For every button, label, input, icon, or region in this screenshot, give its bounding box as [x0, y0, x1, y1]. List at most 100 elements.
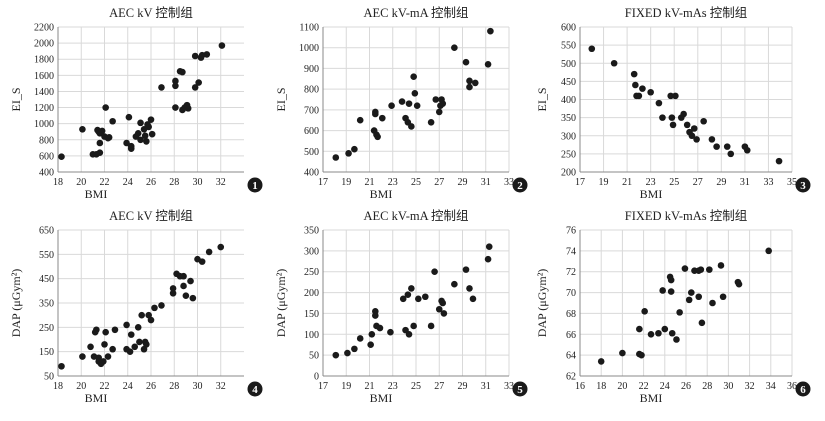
- data-point: [126, 348, 134, 355]
- data-point: [102, 328, 109, 336]
- data-point: [410, 73, 417, 81]
- data-point: [723, 143, 731, 150]
- data-point: [151, 304, 158, 312]
- data-point: [356, 335, 364, 342]
- scatter-chart-3: 200 250 300 350 400 450 500 550 600 17 19 21 23 25 27 2…: [535, 6, 811, 201]
- data-point: [435, 305, 443, 313]
- x-axis-label: BMI: [85, 187, 108, 201]
- y-tick-label: 600: [304, 126, 319, 137]
- y-tick-label: 550: [561, 41, 576, 52]
- y-tick-label: 1000: [299, 43, 319, 54]
- data-point: [143, 341, 150, 348]
- panel-number-text: 2: [517, 180, 523, 192]
- data-point: [100, 358, 107, 365]
- data-point: [709, 299, 716, 307]
- data-point: [706, 266, 713, 273]
- data-point: [127, 145, 135, 152]
- data-point: [180, 272, 187, 280]
- y-tick-label: 350: [39, 299, 54, 310]
- data-point: [667, 92, 674, 100]
- y-tick-label: 550: [39, 250, 54, 261]
- data-point: [147, 116, 155, 123]
- data-point: [344, 349, 351, 357]
- y-tick-label: 800: [304, 85, 319, 96]
- data-point: [145, 123, 152, 131]
- x-tick-label: 29: [458, 381, 468, 392]
- y-tick-label: 2000: [34, 39, 54, 50]
- y-tick-label: 62: [566, 372, 576, 383]
- y-tick-label: 50: [309, 351, 319, 362]
- y-tick-label: 200: [304, 288, 319, 299]
- data-point: [717, 262, 725, 269]
- x-tick-label: 27: [434, 177, 444, 188]
- data-point: [218, 42, 226, 49]
- y-tick-label: 250: [561, 149, 576, 160]
- y-tick-label: 1400: [34, 87, 54, 98]
- data-point: [87, 343, 94, 351]
- y-tick-label: 700: [304, 105, 319, 116]
- data-point: [105, 134, 113, 141]
- data-point: [141, 132, 149, 140]
- y-tick-label: 150: [39, 347, 54, 358]
- y-axis-label: DAP (μGym²): [274, 269, 288, 338]
- data-point: [668, 114, 676, 121]
- data-point: [123, 321, 130, 329]
- data-point: [466, 77, 473, 85]
- data-point: [408, 285, 415, 292]
- data-point: [134, 324, 142, 331]
- x-tick-label: 33: [504, 177, 514, 188]
- data-point: [727, 150, 735, 158]
- data-point: [179, 68, 186, 76]
- y-tick-label: 900: [304, 64, 319, 75]
- x-tick-label: 35: [787, 177, 797, 188]
- data-point: [439, 100, 447, 107]
- data-point: [332, 154, 340, 161]
- data-point: [184, 105, 192, 112]
- data-point: [659, 114, 666, 121]
- scatter-chart-5: 0 50 100 150 200 250 300 350 17 19 21 23 25 27 29 31 33 A…: [274, 209, 528, 405]
- x-tick-label: 24: [123, 381, 133, 392]
- y-tick-label: 350: [561, 113, 576, 124]
- data-point: [672, 92, 679, 100]
- y-tick-label: 0: [314, 372, 319, 383]
- y-tick-label: 68: [566, 309, 576, 320]
- data-point: [138, 311, 145, 319]
- data-point: [405, 100, 413, 107]
- data-point: [405, 330, 413, 338]
- data-point: [410, 322, 417, 330]
- y-tick-label: 800: [39, 135, 54, 146]
- x-tick-label: 28: [169, 177, 179, 188]
- data-point: [610, 59, 618, 67]
- data-point: [137, 136, 144, 144]
- chart-title: FIXED kV-mAs 控制组: [625, 209, 747, 223]
- data-point: [661, 325, 669, 333]
- data-point: [127, 331, 135, 338]
- data-point: [698, 319, 706, 327]
- data-point: [378, 114, 386, 122]
- data-point: [147, 316, 155, 324]
- data-point: [387, 328, 394, 336]
- x-tick-label: 29: [716, 177, 726, 188]
- y-tick-label: 1600: [34, 71, 54, 82]
- data-point: [647, 88, 654, 96]
- data-point: [376, 324, 384, 332]
- data-point: [636, 325, 643, 333]
- data-point: [58, 362, 65, 370]
- data-point: [111, 326, 119, 334]
- data-point: [131, 343, 139, 351]
- data-point: [427, 118, 435, 126]
- data-point: [123, 139, 130, 147]
- data-point: [109, 117, 116, 125]
- y-axis-label: EI_S: [535, 88, 549, 112]
- data-point: [680, 110, 687, 118]
- data-point: [432, 96, 440, 103]
- data-point: [191, 52, 199, 60]
- x-tick-label: 30: [193, 381, 203, 392]
- x-tick-label: 23: [388, 381, 398, 392]
- data-point: [422, 293, 429, 301]
- scatter-chart-2: 400 500 600 700 800 900 1000 1100 17 19 21 23 25 27 29…: [274, 6, 528, 201]
- data-point: [125, 113, 133, 121]
- data-point: [632, 81, 639, 89]
- data-point: [205, 248, 213, 256]
